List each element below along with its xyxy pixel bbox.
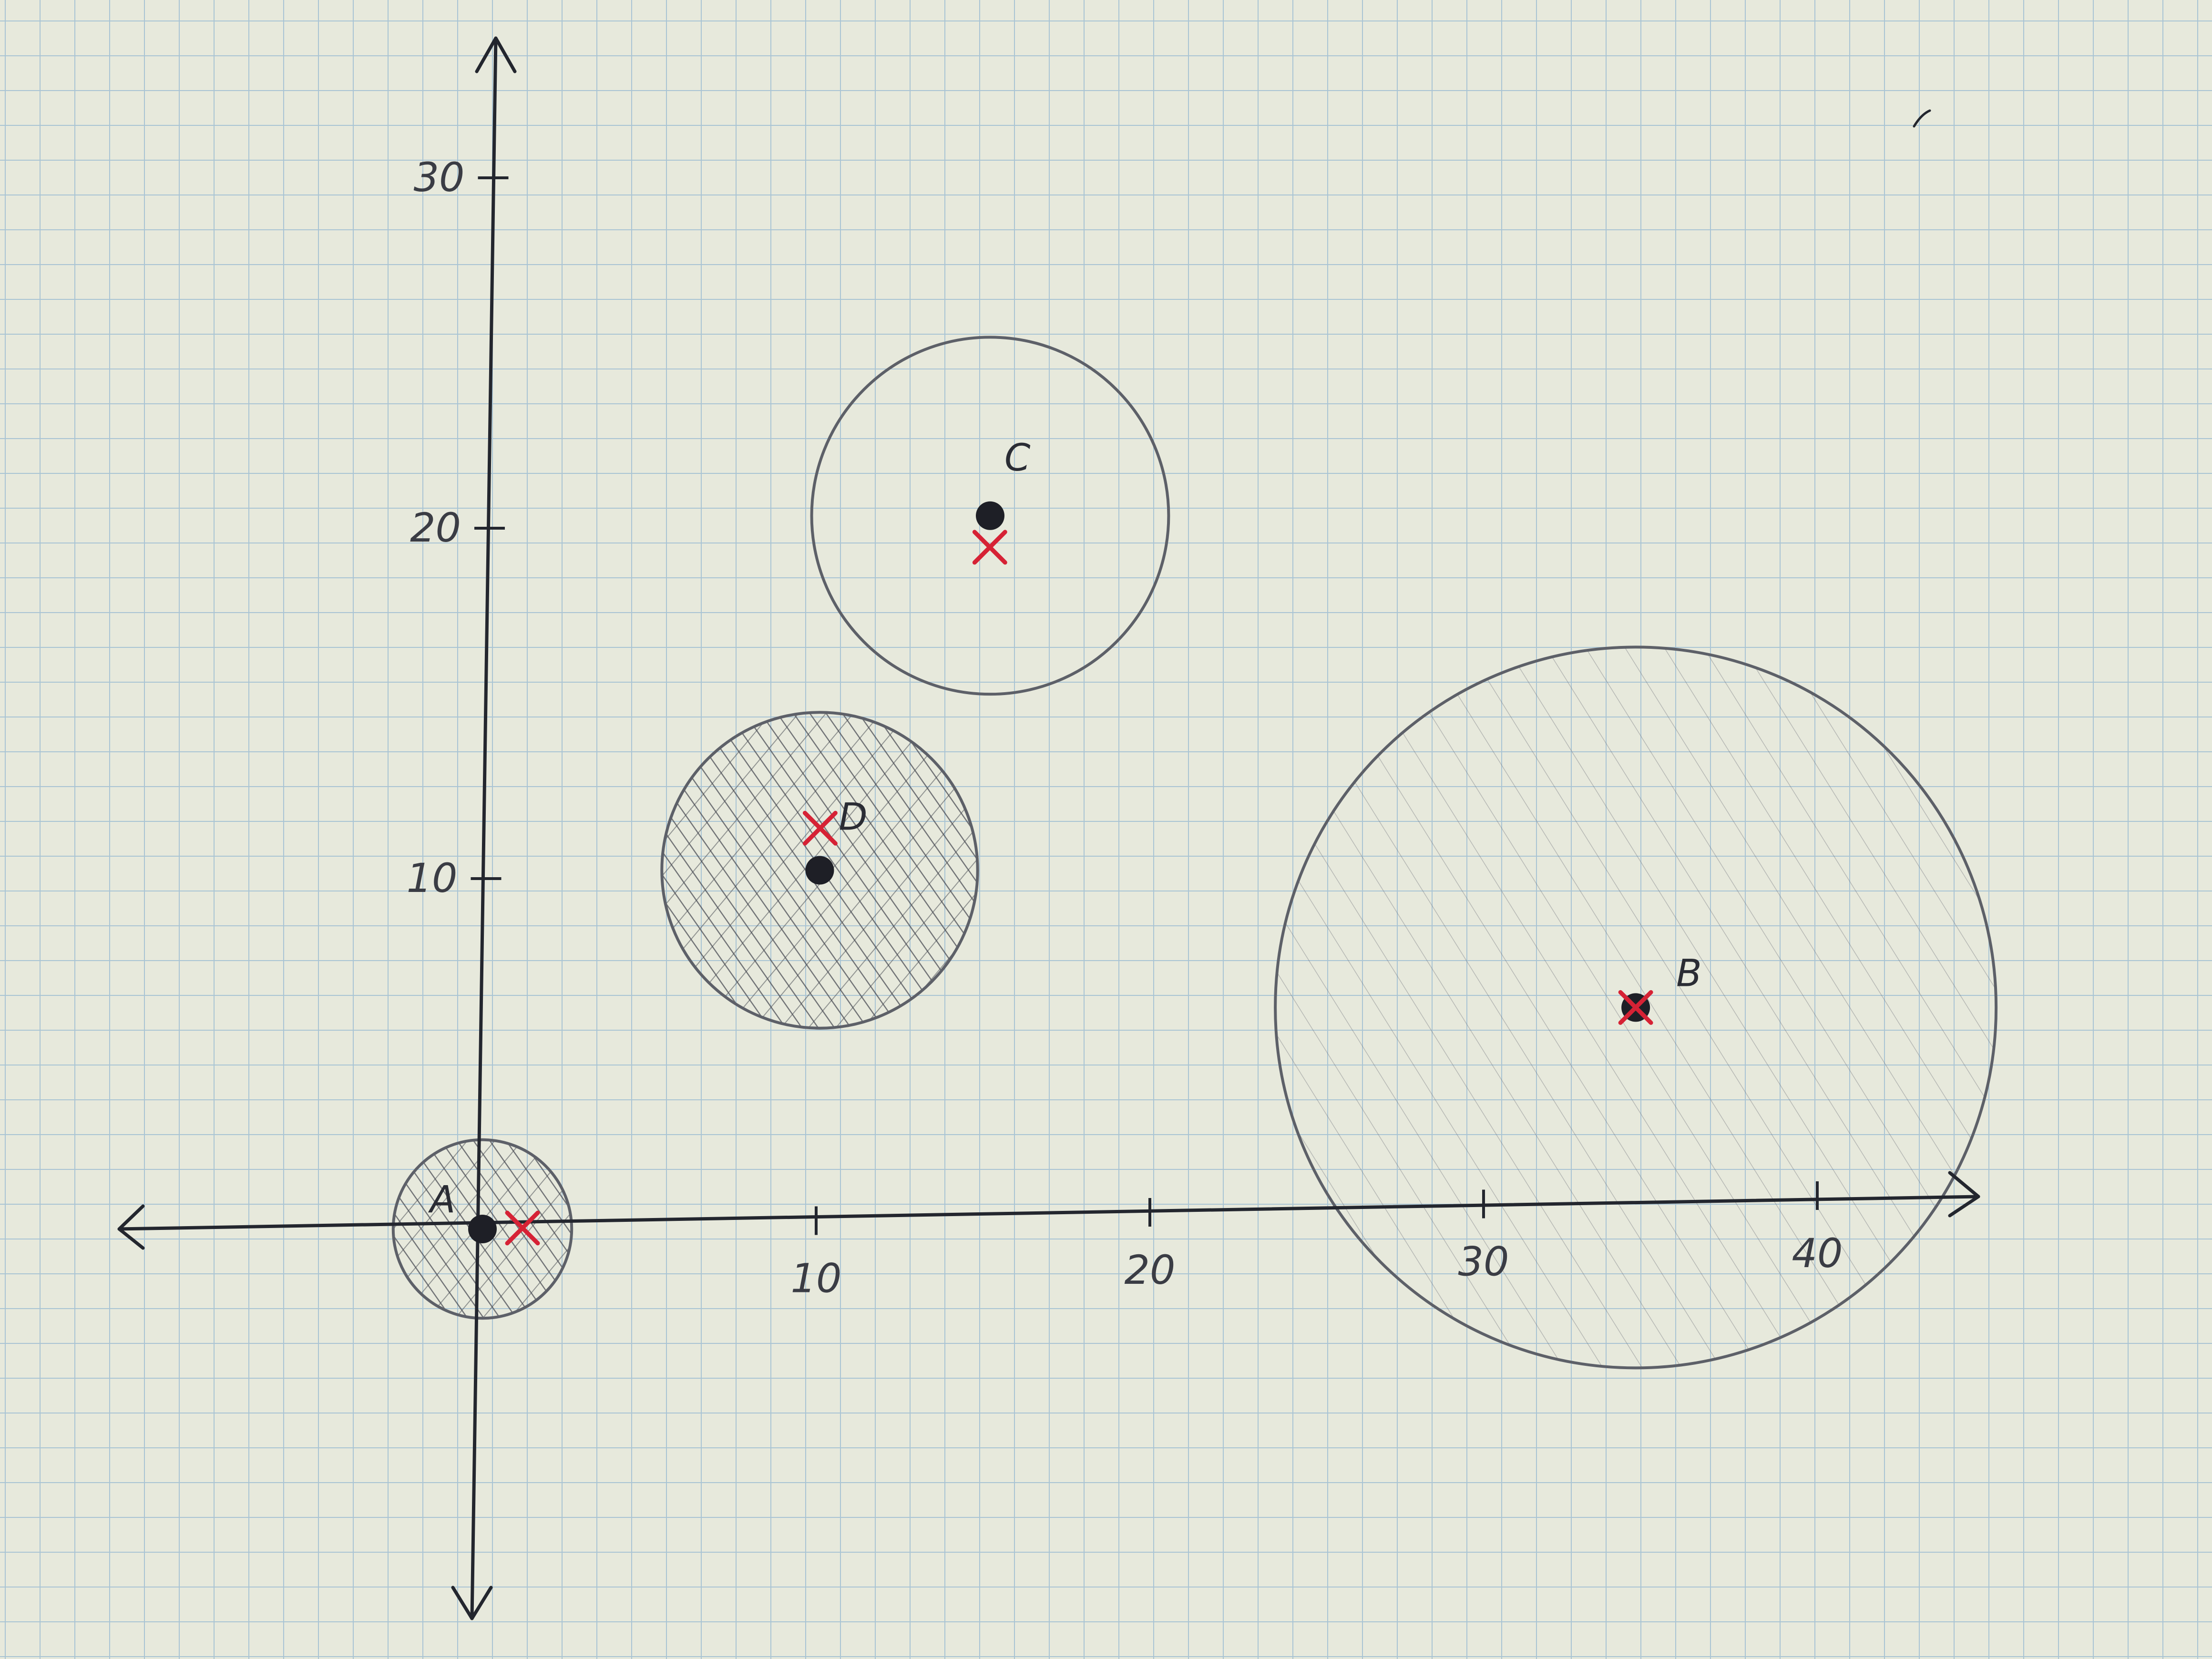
- point-c-dot: [976, 501, 1004, 530]
- x-tick-label-30: 30: [1458, 1239, 1509, 1285]
- circle-d-outline: [660, 711, 979, 1030]
- data-points: A D C B: [428, 437, 1702, 1246]
- estimate-d-cross-b: [802, 810, 838, 846]
- y-tick-label-10: 10: [407, 855, 458, 901]
- stray-pen-mark: [1913, 109, 1931, 128]
- x-axis-line: [117, 1195, 1980, 1231]
- circle-c-outline: [810, 336, 1170, 696]
- x-axis-right-arrow: [1948, 1171, 1980, 1218]
- estimate-a-cross-b: [505, 1210, 540, 1246]
- circle-b-outline: [1274, 645, 1998, 1370]
- y-tick-label-30: 30: [414, 154, 465, 201]
- point-a-dot: [468, 1215, 497, 1243]
- x-tick-label-40: 40: [1792, 1230, 1843, 1277]
- estimate-c-cross-b: [972, 530, 1007, 565]
- y-tick-label-20: 20: [410, 504, 461, 551]
- estimate-b-cross-b: [1618, 990, 1653, 1025]
- axis-ticks: 10 20 30 40 10 20 30: [407, 154, 1843, 1302]
- circle-a-outline: [391, 1138, 573, 1320]
- y-axis-line: [470, 36, 498, 1620]
- point-b-label: B: [1676, 952, 1702, 995]
- y-axis: [451, 36, 517, 1620]
- x-axis: [117, 1171, 1980, 1250]
- point-c-label: C: [1004, 437, 1031, 480]
- y-axis-bottom-arrow: [451, 1586, 493, 1620]
- x-axis-left-arrow: [117, 1204, 145, 1250]
- point-d-dot: [805, 856, 834, 885]
- x-tick-label-20: 20: [1125, 1247, 1176, 1293]
- x-tick-label-10: 10: [791, 1255, 842, 1302]
- point-a-label: A: [428, 1178, 455, 1221]
- point-d-label: D: [839, 796, 868, 839]
- y-axis-top-arrow: [475, 36, 517, 73]
